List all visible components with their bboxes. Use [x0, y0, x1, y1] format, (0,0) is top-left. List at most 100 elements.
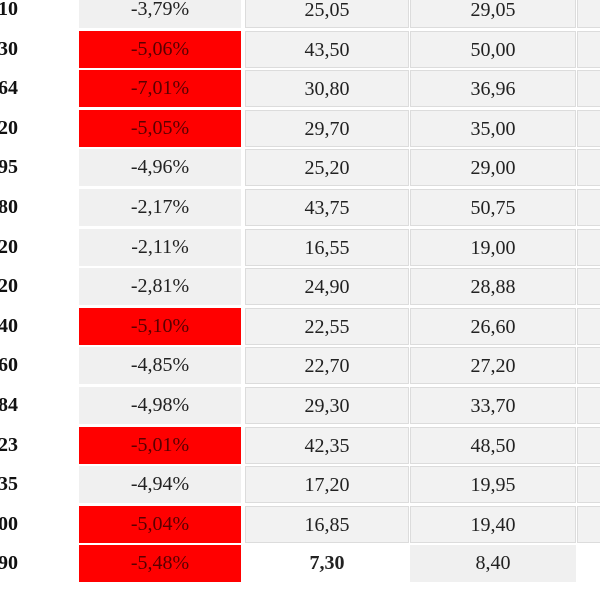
empty-cell [577, 228, 600, 266]
value-cell-b: 35,00 [410, 109, 576, 147]
code-cell: 80 [0, 188, 76, 226]
percent-change-cell: -2,81% [79, 268, 241, 306]
table-row: 64 -7,01% 30,80 36,96 [0, 70, 600, 110]
percent-change-cell: -2,11% [79, 228, 241, 266]
percent-change-cell-highlighted: -5,06% [79, 30, 241, 68]
empty-cell [577, 30, 600, 68]
code-cell: 00 [0, 505, 76, 543]
value-cell-b: 48,50 [410, 426, 576, 464]
code-text: 20 [0, 116, 18, 139]
code-text: 64 [0, 77, 18, 100]
empty-cell [577, 426, 600, 464]
percent-change-cell-highlighted: -5,10% [79, 307, 241, 345]
percent-change-cell: -4,96% [79, 149, 241, 187]
code-cell: 30 [0, 30, 76, 68]
code-text: 20 [0, 275, 18, 298]
percent-change-cell-highlighted: -5,04% [79, 505, 241, 543]
code-text: 40 [0, 314, 18, 337]
code-cell: 40 [0, 307, 76, 345]
table-row: 30 -5,06% 43,50 50,00 [0, 30, 600, 71]
percent-change-cell-highlighted: -5,01% [79, 426, 241, 464]
empty-cell [577, 386, 600, 424]
code-cell: 64 [0, 70, 76, 108]
value-cell-a: 22,70 [245, 347, 409, 385]
empty-cell [577, 347, 600, 385]
value-cell-a: 29,70 [245, 109, 409, 147]
empty-cell [577, 109, 600, 147]
empty-cell [577, 466, 600, 504]
price-table: 10 -3,79% 25,05 29,05 30 -5,06% 43,50 50,00 64 -7… [0, 0, 600, 585]
value-cell-a: 29,30 [245, 386, 409, 424]
table-row: 90 -5,48% 7,30 8,40 [0, 545, 600, 585]
value-cell-b: 19,40 [410, 505, 576, 543]
code-cell: 20 [0, 228, 76, 266]
code-cell: 90 [0, 545, 76, 583]
value-cell-b: 36,96 [410, 70, 576, 108]
empty-cell [577, 70, 600, 108]
table-row: 20 -2,11% 16,55 19,00 [0, 228, 600, 269]
code-text: 35 [0, 473, 18, 496]
value-cell-b: 33,70 [410, 386, 576, 424]
empty-cell [577, 0, 600, 28]
value-cell-a: 16,55 [245, 228, 409, 266]
percent-change-cell-highlighted: -7,01% [79, 70, 241, 108]
table-row: 20 -2,81% 24,90 28,88 [0, 268, 600, 308]
empty-cell [577, 188, 600, 226]
value-cell-b: 19,00 [410, 228, 576, 266]
code-cell: 35 [0, 466, 76, 504]
code-text: 23 [0, 433, 18, 456]
code-cell: 10 [0, 0, 76, 28]
value-cell-b: 26,60 [410, 307, 576, 345]
code-text: 80 [0, 195, 18, 218]
value-cell-b: 19,95 [410, 466, 576, 504]
table-row: 84 -4,98% 29,30 33,70 [0, 386, 600, 427]
value-cell-b: 50,00 [410, 30, 576, 68]
percent-change-cell: -4,98% [79, 386, 241, 424]
code-cell: 20 [0, 268, 76, 306]
value-cell-a: 43,75 [245, 188, 409, 226]
code-text: 84 [0, 393, 18, 416]
empty-cell [577, 545, 600, 583]
percent-change-cell: -3,79% [79, 0, 241, 28]
percent-change-cell: -4,94% [79, 466, 241, 504]
code-cell: 20 [0, 109, 76, 147]
value-cell-b: 29,05 [410, 0, 576, 28]
code-text: 00 [0, 512, 18, 535]
code-text: 90 [0, 552, 18, 575]
value-cell-a: 16,85 [245, 505, 409, 543]
code-text: 60 [0, 354, 18, 377]
percent-change-cell: -2,17% [79, 188, 241, 226]
value-cell-a: 24,90 [245, 268, 409, 306]
value-cell-a: 25,20 [245, 149, 409, 187]
value-cell-b: 8,40 [410, 545, 576, 583]
code-text: 30 [0, 37, 18, 60]
code-cell: 60 [0, 347, 76, 385]
value-cell-b: 50,75 [410, 188, 576, 226]
value-cell-a: 17,20 [245, 466, 409, 504]
empty-cell [577, 149, 600, 187]
value-cell-b: 29,00 [410, 149, 576, 187]
value-cell-a: 7,30 [245, 545, 409, 583]
code-text: 20 [0, 235, 18, 258]
table-row: 10 -3,79% 25,05 29,05 [0, 0, 600, 31]
value-cell-a: 42,35 [245, 426, 409, 464]
percent-change-cell-highlighted: -5,05% [79, 109, 241, 147]
code-text: 95 [0, 156, 18, 179]
value-cell-a: 22,55 [245, 307, 409, 345]
value-cell-a: 43,50 [245, 30, 409, 68]
table-row: 80 -2,17% 43,75 50,75 [0, 188, 600, 229]
empty-cell [577, 307, 600, 345]
table-row: 23 -5,01% 42,35 48,50 [0, 426, 600, 467]
code-text: 10 [0, 0, 18, 20]
empty-cell [577, 268, 600, 306]
table-row: 35 -4,94% 17,20 19,95 [0, 466, 600, 506]
value-cell-b: 27,20 [410, 347, 576, 385]
code-cell: 84 [0, 386, 76, 424]
table-row: 00 -5,04% 16,85 19,40 [0, 505, 600, 546]
value-cell-a: 25,05 [245, 0, 409, 28]
table-row: 95 -4,96% 25,20 29,00 [0, 149, 600, 189]
code-cell: 95 [0, 149, 76, 187]
percent-change-cell: -4,85% [79, 347, 241, 385]
empty-cell [577, 505, 600, 543]
percent-change-cell-highlighted: -5,48% [79, 545, 241, 583]
